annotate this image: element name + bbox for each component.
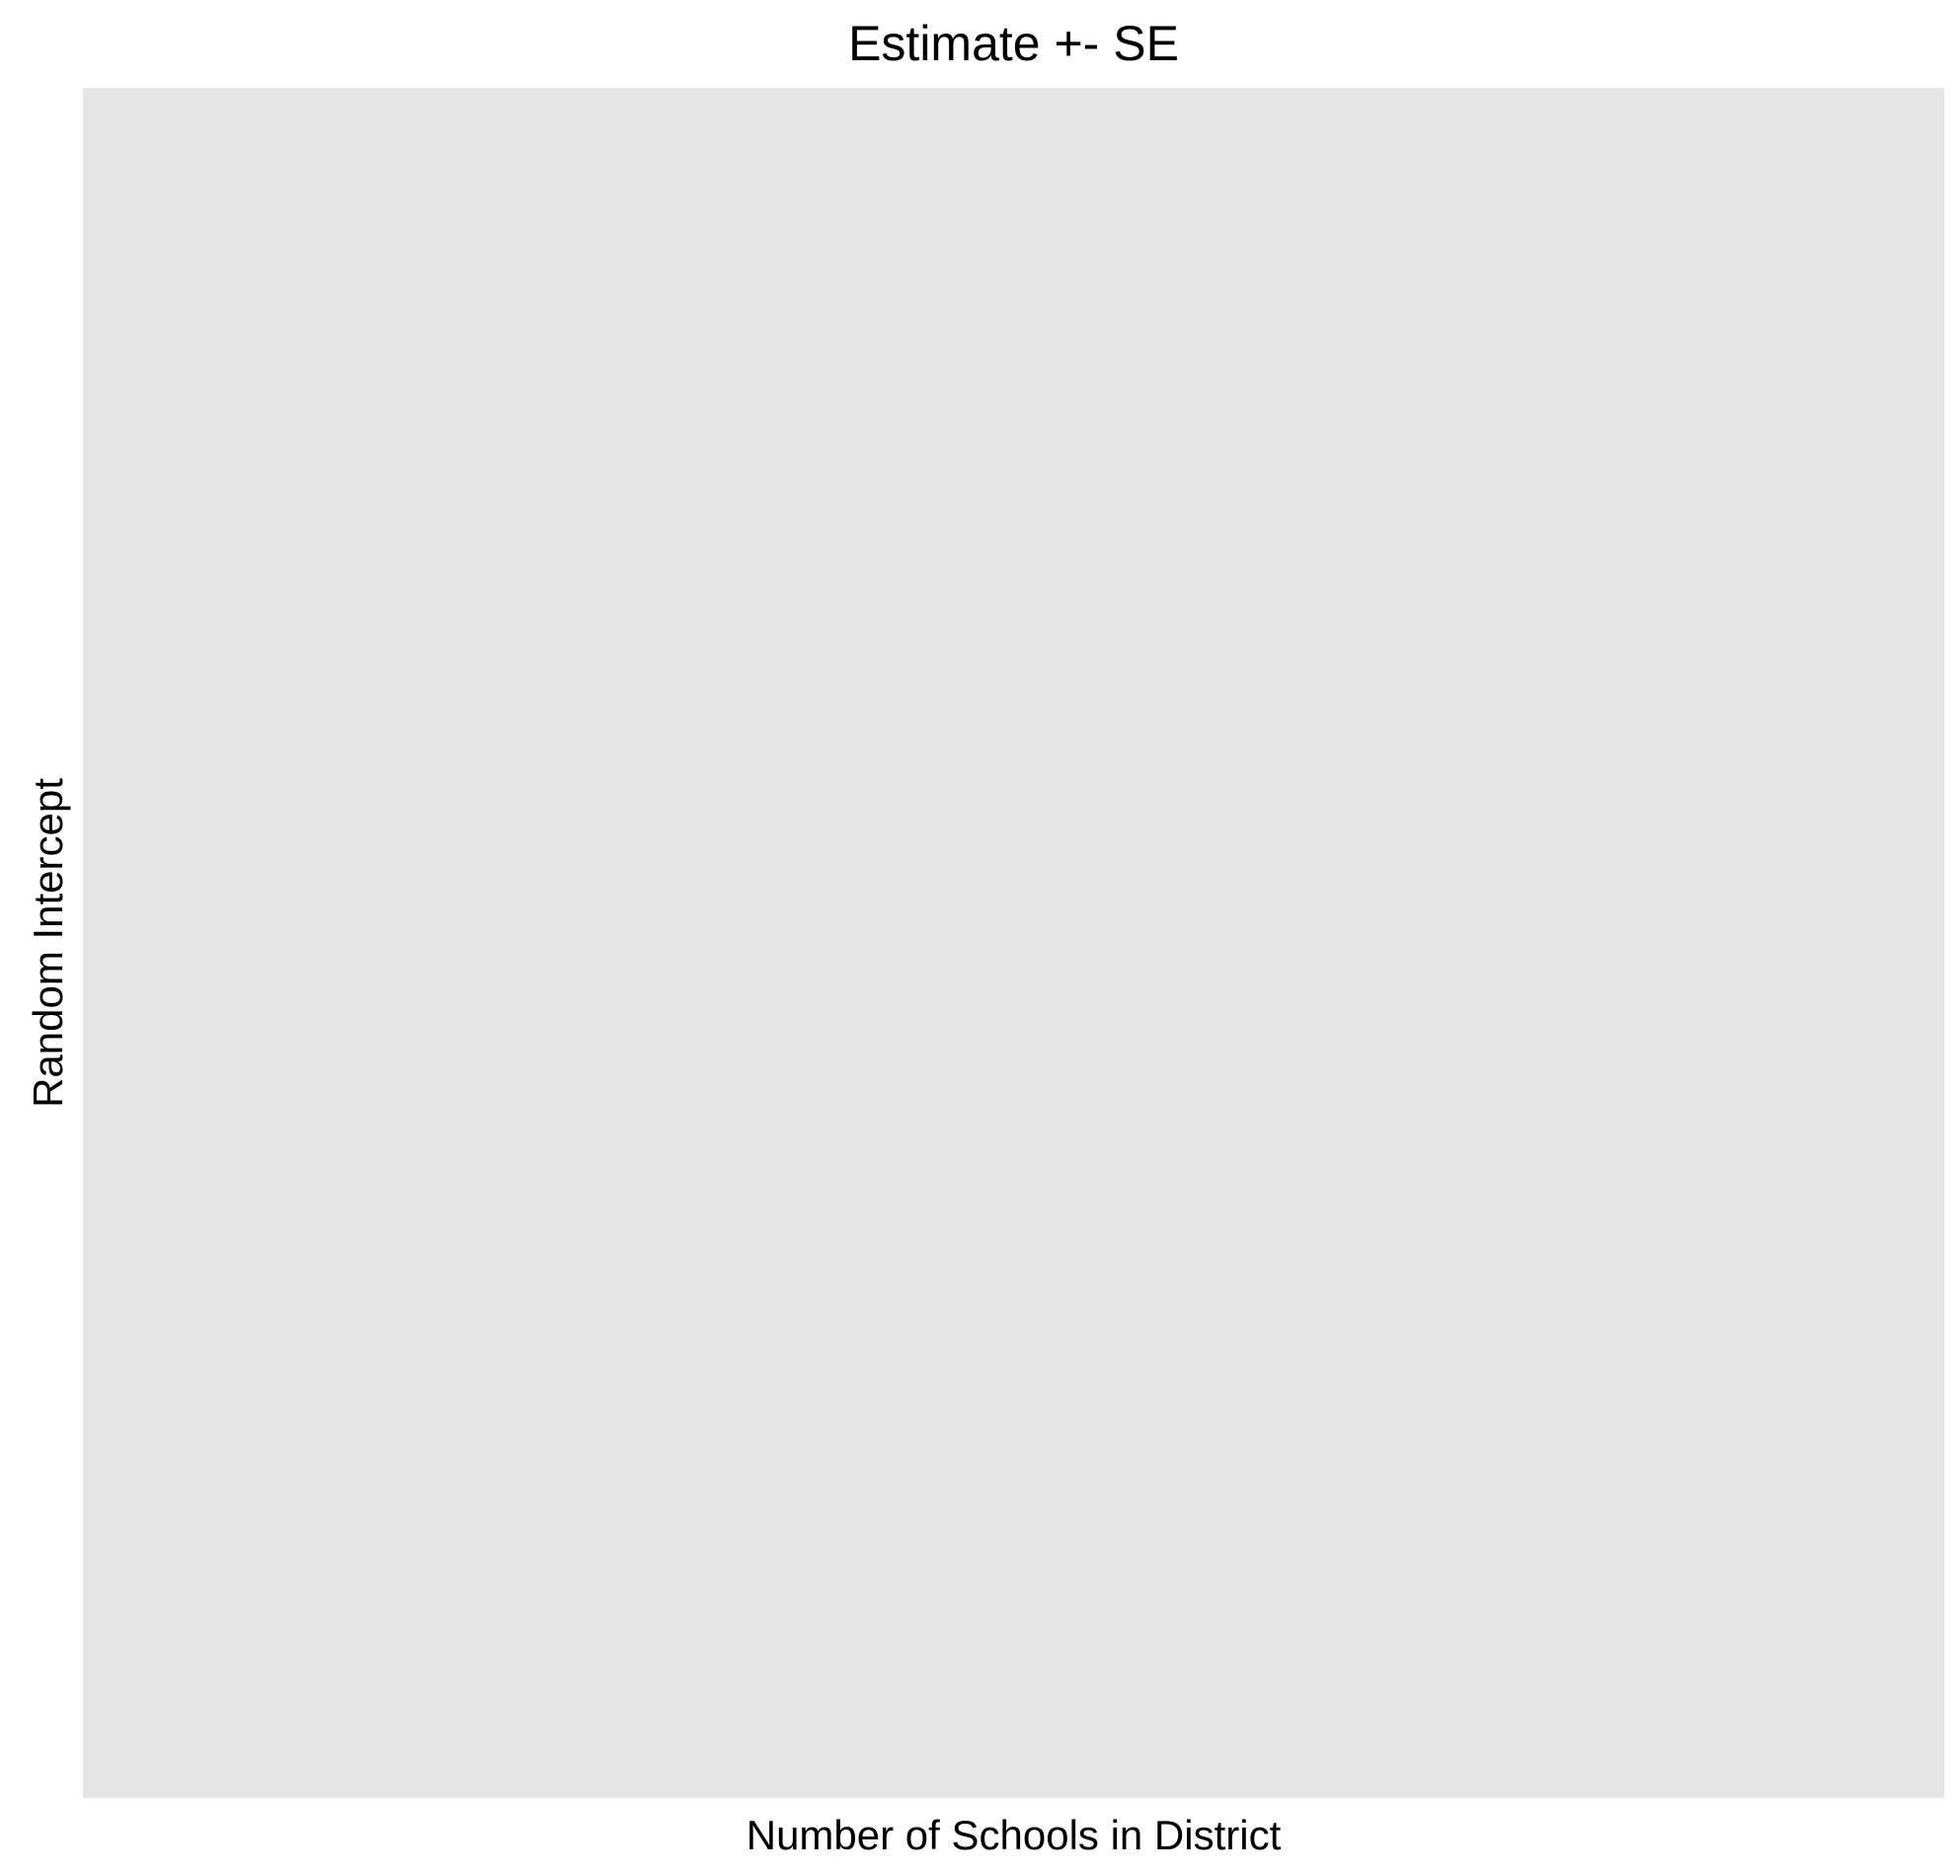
plot-panel bbox=[83, 88, 1944, 1798]
chart-title: Estimate +- SE bbox=[848, 16, 1179, 71]
x-axis-label: Number of Schools in District bbox=[745, 1812, 1282, 1858]
y-axis-label: Random Intercept bbox=[25, 778, 71, 1108]
